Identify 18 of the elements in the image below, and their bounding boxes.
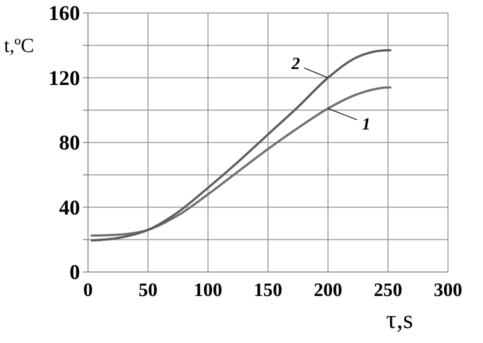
y-tick-label: 0 xyxy=(70,260,80,284)
y-axis-title: t,ºC xyxy=(4,35,34,57)
line-series xyxy=(90,49,392,242)
y-tick-label: 120 xyxy=(48,66,80,90)
series-label: 2 xyxy=(290,54,300,73)
x-tick-label: 200 xyxy=(314,280,342,301)
line-series xyxy=(90,86,392,237)
x-tick-label: 0 xyxy=(83,280,93,301)
y-tick-label: 40 xyxy=(59,195,80,220)
x-tick-label: 300 xyxy=(434,280,462,301)
y-tick-label: 160 xyxy=(48,1,80,25)
x-tick-label: 250 xyxy=(374,280,402,301)
x-tick-label: 150 xyxy=(254,280,282,301)
y-tick-label: 80 xyxy=(59,130,80,154)
x-tick-label: 50 xyxy=(138,280,158,301)
series-label: 1 xyxy=(362,114,370,134)
x-tick-label: 100 xyxy=(194,280,222,301)
x-axis-title: τ,s xyxy=(386,305,414,334)
